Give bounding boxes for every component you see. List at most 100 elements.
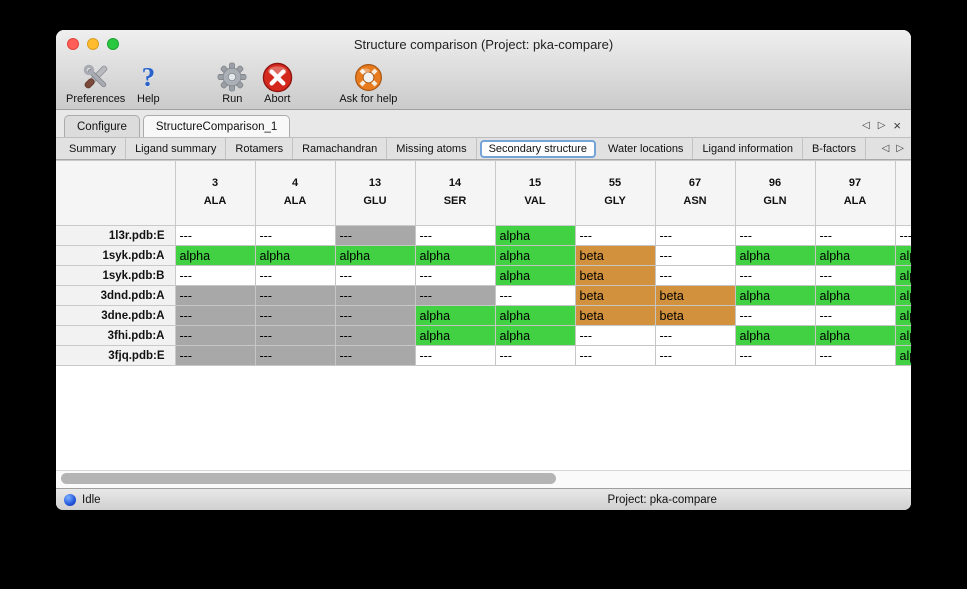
subtab-summary[interactable]: Summary <box>60 138 127 159</box>
ss-cell[interactable]: alpha <box>894 285 911 306</box>
subtab-missing-atoms[interactable]: Missing atoms <box>387 138 477 159</box>
ss-cell[interactable]: alpha <box>814 245 896 266</box>
ss-cell[interactable]: --- <box>254 265 336 286</box>
abort-button[interactable]: Abort <box>255 61 299 105</box>
minimize-window-button[interactable] <box>87 38 99 50</box>
ss-cell[interactable]: alpha <box>894 305 911 326</box>
ss-cell[interactable]: --- <box>494 345 576 366</box>
ss-cell[interactable]: --- <box>414 285 496 306</box>
ss-cell[interactable]: alpha <box>494 305 576 326</box>
ss-cell[interactable]: --- <box>414 265 496 286</box>
ss-cell[interactable]: --- <box>334 265 416 286</box>
ask-for-help-button[interactable]: Ask for help <box>339 61 397 105</box>
ss-cell[interactable]: --- <box>174 225 256 246</box>
ss-cell[interactable]: alpha <box>414 325 496 346</box>
ss-cell[interactable]: alpha <box>814 285 896 306</box>
subtab-ramachandran[interactable]: Ramachandran <box>293 138 388 159</box>
ss-cell[interactable]: alpha <box>174 245 256 266</box>
ss-cell[interactable]: beta <box>654 305 736 326</box>
ss-cell[interactable]: alpha <box>734 285 816 306</box>
tab-close-icon[interactable]: × <box>893 118 901 133</box>
ss-cell[interactable]: --- <box>814 225 896 246</box>
tab-scroll-left-icon[interactable]: ◁ <box>862 120 870 131</box>
ss-cell[interactable]: --- <box>414 345 496 366</box>
ss-cell[interactable]: beta <box>574 285 656 306</box>
ss-cell[interactable]: alpha <box>894 245 911 266</box>
ss-cell[interactable]: alpha <box>494 245 576 266</box>
ss-cell[interactable]: --- <box>734 345 816 366</box>
ss-cell[interactable]: --- <box>414 225 496 246</box>
ss-cell[interactable]: alpha <box>894 325 911 346</box>
subtab-scroll-right-icon[interactable]: ▷ <box>896 143 904 154</box>
subtab-b-factors[interactable]: B-factors <box>803 138 866 159</box>
close-window-button[interactable] <box>67 38 79 50</box>
ss-cell[interactable]: alpha <box>894 265 911 286</box>
ss-cell[interactable]: --- <box>574 225 656 246</box>
ss-cell[interactable]: --- <box>654 245 736 266</box>
ss-cell[interactable]: --- <box>174 285 256 306</box>
ss-cell[interactable]: alpha <box>334 245 416 266</box>
row-label[interactable]: 1syk.pdb:B <box>56 265 176 286</box>
ss-cell[interactable]: alpha <box>494 265 576 286</box>
ss-cell[interactable]: alpha <box>414 305 496 326</box>
tab-scroll-right-icon[interactable]: ▷ <box>877 120 886 131</box>
subtab-scroll-left-icon[interactable]: ◁ <box>881 143 890 154</box>
ss-cell[interactable]: --- <box>174 345 256 366</box>
ss-cell[interactable]: --- <box>334 285 416 306</box>
subtab-ligand-summary[interactable]: Ligand summary <box>126 138 227 159</box>
ss-cell[interactable]: --- <box>654 225 736 246</box>
ss-cell[interactable]: beta <box>574 245 656 266</box>
ss-cell[interactable]: --- <box>334 305 416 326</box>
ss-cell[interactable]: beta <box>654 285 736 306</box>
ss-cell[interactable]: --- <box>814 305 896 326</box>
tab-configure[interactable]: Configure <box>64 115 140 137</box>
ss-cell[interactable]: beta <box>574 265 656 286</box>
ss-cell[interactable]: --- <box>254 345 336 366</box>
ss-cell[interactable]: alpha <box>814 325 896 346</box>
ss-cell[interactable]: --- <box>814 345 896 366</box>
ss-cell[interactable]: alpha <box>254 245 336 266</box>
tab-structure-comparison-1[interactable]: StructureComparison_1 <box>142 115 291 137</box>
row-label[interactable]: 1l3r.pdb:E <box>56 225 176 246</box>
ss-cell[interactable]: beta <box>574 305 656 326</box>
ss-cell[interactable]: --- <box>254 225 336 246</box>
ss-cell[interactable]: --- <box>574 345 656 366</box>
help-button[interactable]: ? Help <box>131 61 165 105</box>
ss-cell[interactable]: --- <box>654 325 736 346</box>
row-label[interactable]: 3fjq.pdb:E <box>56 345 176 366</box>
run-button[interactable]: Run <box>215 61 249 105</box>
preferences-button[interactable]: Preferences <box>66 61 125 105</box>
ss-cell[interactable]: alpha <box>894 345 911 366</box>
ss-cell[interactable]: alpha <box>734 245 816 266</box>
ss-cell[interactable]: --- <box>894 225 911 246</box>
horizontal-scrollbar-thumb[interactable] <box>61 473 556 484</box>
ss-cell[interactable]: --- <box>734 225 816 246</box>
row-label[interactable]: 3dne.pdb:A <box>56 305 176 326</box>
row-label[interactable]: 3dnd.pdb:A <box>56 285 176 306</box>
horizontal-scrollbar[interactable] <box>56 470 911 488</box>
subtab-water-locations[interactable]: Water locations <box>599 138 694 159</box>
ss-cell[interactable]: --- <box>334 225 416 246</box>
ss-cell[interactable]: --- <box>254 325 336 346</box>
ss-cell[interactable]: alpha <box>494 225 576 246</box>
ss-cell[interactable]: alpha <box>414 245 496 266</box>
ss-cell[interactable]: --- <box>814 265 896 286</box>
ss-cell[interactable]: --- <box>734 265 816 286</box>
ss-cell[interactable]: --- <box>734 305 816 326</box>
zoom-window-button[interactable] <box>107 38 119 50</box>
ss-cell[interactable]: --- <box>174 265 256 286</box>
subtab-secondary-structure[interactable]: Secondary structure <box>479 139 597 158</box>
ss-cell[interactable]: --- <box>654 345 736 366</box>
ss-cell[interactable]: --- <box>574 325 656 346</box>
row-label[interactable]: 1syk.pdb:A <box>56 245 176 266</box>
ss-cell[interactable]: --- <box>254 285 336 306</box>
ss-cell[interactable]: --- <box>174 305 256 326</box>
ss-cell[interactable]: --- <box>334 345 416 366</box>
ss-cell[interactable]: --- <box>174 325 256 346</box>
ss-cell[interactable]: alpha <box>494 325 576 346</box>
subtab-rotamers[interactable]: Rotamers <box>226 138 294 159</box>
subtab-ligand-information[interactable]: Ligand information <box>693 138 803 159</box>
ss-cell[interactable]: --- <box>494 285 576 306</box>
ss-cell[interactable]: --- <box>654 265 736 286</box>
ss-cell[interactable]: alpha <box>734 325 816 346</box>
